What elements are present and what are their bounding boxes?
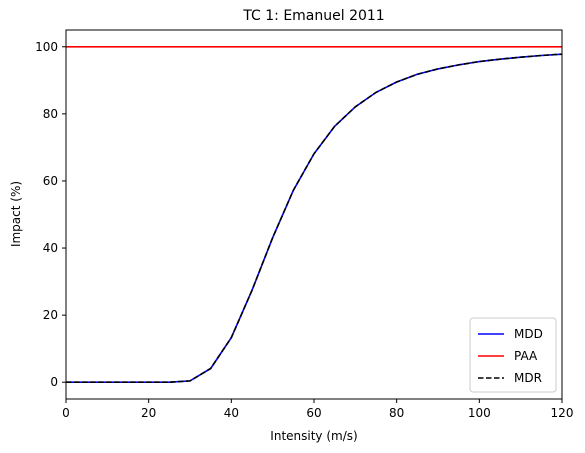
x-tick-label: 60 — [306, 406, 321, 420]
x-tick-label: 0 — [62, 406, 70, 420]
y-tick-label: 80 — [43, 107, 58, 121]
x-tick-label: 100 — [468, 406, 491, 420]
legend: MDD PAA MDR — [469, 317, 557, 393]
y-axis-ticks: 0 20 40 60 80 100 — [35, 40, 66, 389]
legend-label-paa: PAA — [514, 349, 538, 363]
x-tick-label: 120 — [551, 406, 574, 420]
x-tick-label: 40 — [224, 406, 239, 420]
plot-frame — [65, 29, 563, 400]
y-tick-label: 100 — [35, 40, 58, 54]
y-tick-label: 20 — [43, 308, 58, 322]
legend-label-mdd: MDD — [514, 327, 543, 341]
series-layer — [66, 45, 563, 384]
x-axis-label: Intensity (m/s) — [270, 429, 357, 443]
y-tick-label: 0 — [50, 375, 58, 389]
series-line-mdr — [66, 53, 563, 384]
y-tick-label: 40 — [43, 241, 58, 255]
y-tick-label: 60 — [43, 174, 58, 188]
x-axis-ticks: 0 20 40 60 80 100 120 — [62, 399, 573, 420]
x-tick-label: 20 — [141, 406, 156, 420]
y-axis-label: Impact (%) — [9, 181, 23, 247]
x-tick-label: 80 — [389, 406, 404, 420]
chart-title: TC 1: Emanuel 2011 — [242, 8, 384, 24]
legend-label-mdr: MDR — [514, 371, 542, 385]
legend-box — [469, 317, 557, 393]
